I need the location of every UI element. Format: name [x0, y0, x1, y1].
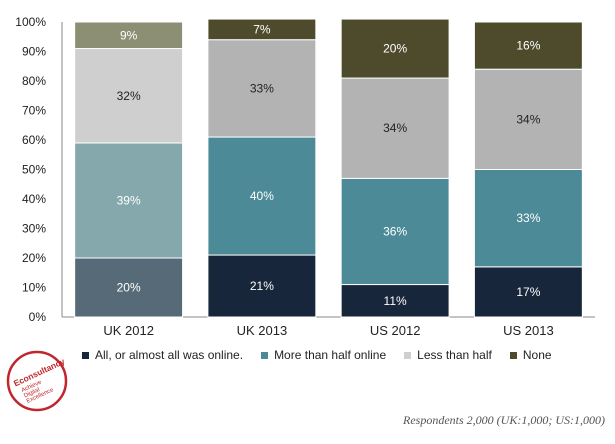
x-category-label: UK 2012 — [103, 323, 154, 338]
bar-segment — [74, 21, 184, 50]
data-label: 20% — [383, 42, 407, 56]
x-category-label: US 2012 — [370, 323, 421, 338]
y-tick-label: 30% — [22, 222, 46, 236]
bar-segment — [473, 21, 583, 70]
bar-segment — [340, 18, 450, 79]
bar-segment — [340, 177, 450, 286]
bar-segment — [473, 169, 583, 268]
legend-item-more-than-half: More than half online — [261, 348, 386, 362]
y-tick-label: 20% — [22, 251, 46, 265]
legend-item-none: None — [509, 348, 552, 362]
legend-item-less-than-half: Less than half — [404, 348, 492, 362]
y-tick-label: 70% — [22, 104, 46, 118]
y-tick-label: 0% — [29, 310, 47, 324]
y-tick-label: 90% — [22, 45, 46, 59]
bar-segment — [74, 48, 184, 144]
bar-segment — [473, 266, 583, 318]
bar-segment — [74, 257, 184, 318]
data-label: 34% — [383, 121, 407, 135]
bar-segment — [340, 284, 450, 318]
legend-swatch-more-than-half — [261, 351, 269, 359]
y-tick-label: 10% — [22, 281, 46, 295]
data-label: 33% — [250, 81, 274, 95]
data-label: 21% — [250, 279, 274, 293]
data-label: 16% — [516, 39, 540, 53]
data-label: 34% — [516, 112, 540, 126]
x-category-label: UK 2013 — [237, 323, 288, 338]
data-label: 20% — [117, 281, 141, 295]
y-tick-label: 80% — [22, 74, 46, 88]
y-tick-label: 100% — [15, 15, 46, 29]
bar-segment — [340, 77, 450, 179]
legend-item-all-online: All, or almost all was online. — [82, 348, 243, 362]
legend-label-less-than-half: Less than half — [417, 348, 492, 362]
bar-segment — [207, 18, 317, 41]
bar-segment — [207, 254, 317, 318]
bar-segment — [473, 68, 583, 170]
data-label: 7% — [253, 22, 271, 36]
data-label: 11% — [384, 294, 407, 308]
logo-ring-icon — [6, 350, 68, 412]
legend-swatch-none — [509, 351, 517, 359]
respondents-footnote: Respondents 2,000 (UK:1,000; US:1,000) — [403, 413, 605, 427]
legend-swatch-all-online — [82, 351, 89, 359]
y-tick-label: 50% — [22, 163, 46, 177]
y-tick-label: 60% — [22, 133, 46, 147]
data-label: 9% — [120, 28, 138, 42]
bar-segment — [207, 39, 317, 138]
legend-label-all-online: All, or almost all was online. — [95, 348, 244, 362]
chart-legend: All, or almost all was online. More than… — [82, 348, 570, 362]
data-label: 32% — [117, 89, 141, 103]
data-label: 40% — [250, 189, 274, 203]
data-label: 33% — [516, 211, 540, 225]
legend-label-more-than-half: More than half online — [274, 348, 387, 362]
x-category-label: US 2013 — [503, 323, 554, 338]
econsultancy-logo: Econsultancy Achieve Digital Excellence — [6, 350, 68, 412]
data-label: 17% — [516, 285, 540, 299]
bar-segment — [207, 136, 317, 256]
data-label: 39% — [117, 193, 141, 207]
legend-swatch-less-than-half — [404, 351, 412, 359]
legend-label-none: None — [522, 348, 552, 362]
y-tick-label: 40% — [22, 192, 46, 206]
data-label: 36% — [383, 224, 407, 238]
stacked-bar-chart: 0% 10% 20% 30% 40% 50% 60% 70% 80% 90% 100% 20% 39% 3… — [15, 15, 595, 338]
